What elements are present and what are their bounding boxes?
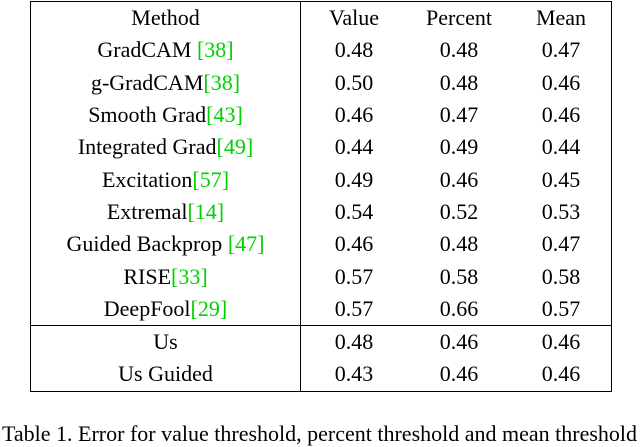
method-name: Us bbox=[153, 329, 178, 355]
value-cell: 0.57 bbox=[334, 263, 374, 289]
citation: [47] bbox=[227, 231, 265, 257]
citation: [29] bbox=[190, 295, 228, 321]
value-cell: 0.43 bbox=[334, 361, 374, 387]
value-cell: 0.52 bbox=[439, 198, 479, 224]
value-cell: 0.49 bbox=[334, 166, 374, 192]
value-cell: 0.53 bbox=[541, 198, 581, 224]
value-cell: 0.46 bbox=[439, 361, 479, 387]
method-name: Smooth Grad bbox=[88, 102, 207, 128]
method-name: Extremal bbox=[106, 198, 188, 224]
value-cell: 0.46 bbox=[511, 324, 612, 359]
value-cell: 0.54 bbox=[334, 198, 374, 224]
method-cell: GradCAM [38] bbox=[30, 34, 301, 67]
value-cell: 0.48 bbox=[439, 69, 479, 95]
citation: [49] bbox=[216, 134, 254, 160]
table-row: RISE[33] 0.57 0.58 0.58 bbox=[30, 260, 612, 293]
method-cell: RISE[33] bbox=[30, 260, 301, 293]
value-cell: 0.46 bbox=[541, 69, 581, 95]
table-row: g-GradCAM[38] 0.50 0.48 0.46 bbox=[30, 66, 612, 99]
value-cell: 0.48 bbox=[334, 37, 374, 63]
method-name: Integrated Grad bbox=[77, 134, 217, 160]
citation: [33] bbox=[171, 263, 208, 289]
citation: [57] bbox=[192, 166, 230, 192]
method-cell: g-GradCAM[38] bbox=[30, 66, 301, 99]
method-name: DeepFool bbox=[103, 295, 191, 321]
value-cell: 0.46 bbox=[541, 102, 581, 128]
table-row: Excitation[57] 0.49 0.46 0.45 bbox=[30, 163, 612, 196]
citation: [38] bbox=[203, 69, 241, 95]
header-row: Method Value Percent Mean bbox=[30, 1, 612, 35]
table-row: GradCAM [38] 0.48 0.48 0.47 bbox=[30, 34, 612, 67]
table-row: Smooth Grad[43] 0.46 0.47 0.46 bbox=[30, 98, 612, 132]
value-cell: 0.46 bbox=[334, 102, 374, 128]
method-cell: Us Guided bbox=[30, 358, 301, 392]
value-cell: 0.48 bbox=[439, 231, 479, 257]
value-cell: 0.47 bbox=[541, 37, 581, 63]
citation: [14] bbox=[187, 198, 225, 224]
value-cell: 0.46 bbox=[439, 166, 479, 192]
table-row: Guided Backprop [47] 0.46 0.48 0.47 bbox=[30, 228, 612, 261]
value-cell: 0.57 bbox=[334, 295, 374, 321]
method-cell: Us bbox=[30, 324, 301, 359]
header-cell: Value bbox=[328, 5, 380, 31]
value-cell: 0.66 bbox=[439, 295, 479, 321]
method-cell: Excitation[57] bbox=[30, 163, 301, 196]
results-table: Method Value Percent Mean GradCAM [38] 0.48 0… bbox=[30, 1, 612, 392]
table-body: GradCAM [38] 0.48 0.48 0.47 g-GradCAM[38] 0.5… bbox=[30, 34, 612, 392]
value-cell: 0.49 bbox=[439, 134, 479, 160]
method-name: Excitation bbox=[101, 166, 193, 192]
table-row: Us Guided 0.43 0.46 0.46 bbox=[30, 358, 612, 392]
method-name: g-GradCAM bbox=[90, 69, 204, 95]
value-cell: 0.58 bbox=[541, 263, 581, 289]
value-cell: 0.46 bbox=[407, 324, 511, 359]
header-cell: Percent bbox=[426, 5, 492, 31]
header-cell: Mean bbox=[535, 5, 587, 31]
value-cell: 0.48 bbox=[439, 37, 479, 63]
value-cell: 0.46 bbox=[334, 231, 374, 257]
method-name: Guided Backprop bbox=[66, 231, 228, 257]
method-name: RISE bbox=[123, 263, 172, 289]
value-cell: 0.45 bbox=[541, 166, 581, 192]
method-cell: DeepFool[29] bbox=[30, 292, 301, 326]
value-cell: 0.47 bbox=[541, 231, 581, 257]
method-name: Us Guided bbox=[118, 361, 213, 387]
method-cell: Smooth Grad[43] bbox=[30, 98, 301, 132]
value-cell: 0.44 bbox=[334, 134, 374, 160]
value-cell: 0.50 bbox=[334, 69, 374, 95]
caption: Table 1. Error for value threshold, perc… bbox=[2, 421, 638, 446]
value-cell: 0.57 bbox=[541, 295, 581, 321]
value-cell: 0.46 bbox=[541, 361, 581, 387]
table-row: Us 0.48 0.46 0.46 bbox=[30, 324, 612, 359]
table-row: Extremal[14] 0.54 0.52 0.53 bbox=[30, 195, 612, 229]
method-cell: Extremal[14] bbox=[30, 195, 301, 229]
value-cell: 0.47 bbox=[439, 102, 479, 128]
method-cell: Integrated Grad[49] bbox=[30, 131, 301, 164]
header-cell: Method bbox=[30, 1, 301, 35]
citation: [38] bbox=[196, 37, 234, 63]
table-row: DeepFool[29] 0.57 0.66 0.57 bbox=[30, 292, 612, 326]
method-name: GradCAM bbox=[97, 37, 197, 63]
table-row: Integrated Grad[49] 0.44 0.49 0.44 bbox=[30, 131, 612, 164]
value-cell: 0.44 bbox=[541, 134, 581, 160]
method-cell: Guided Backprop [47] bbox=[30, 228, 301, 261]
value-cell: 0.48 bbox=[300, 324, 407, 359]
citation: [43] bbox=[206, 102, 243, 128]
value-cell: 0.58 bbox=[439, 263, 479, 289]
